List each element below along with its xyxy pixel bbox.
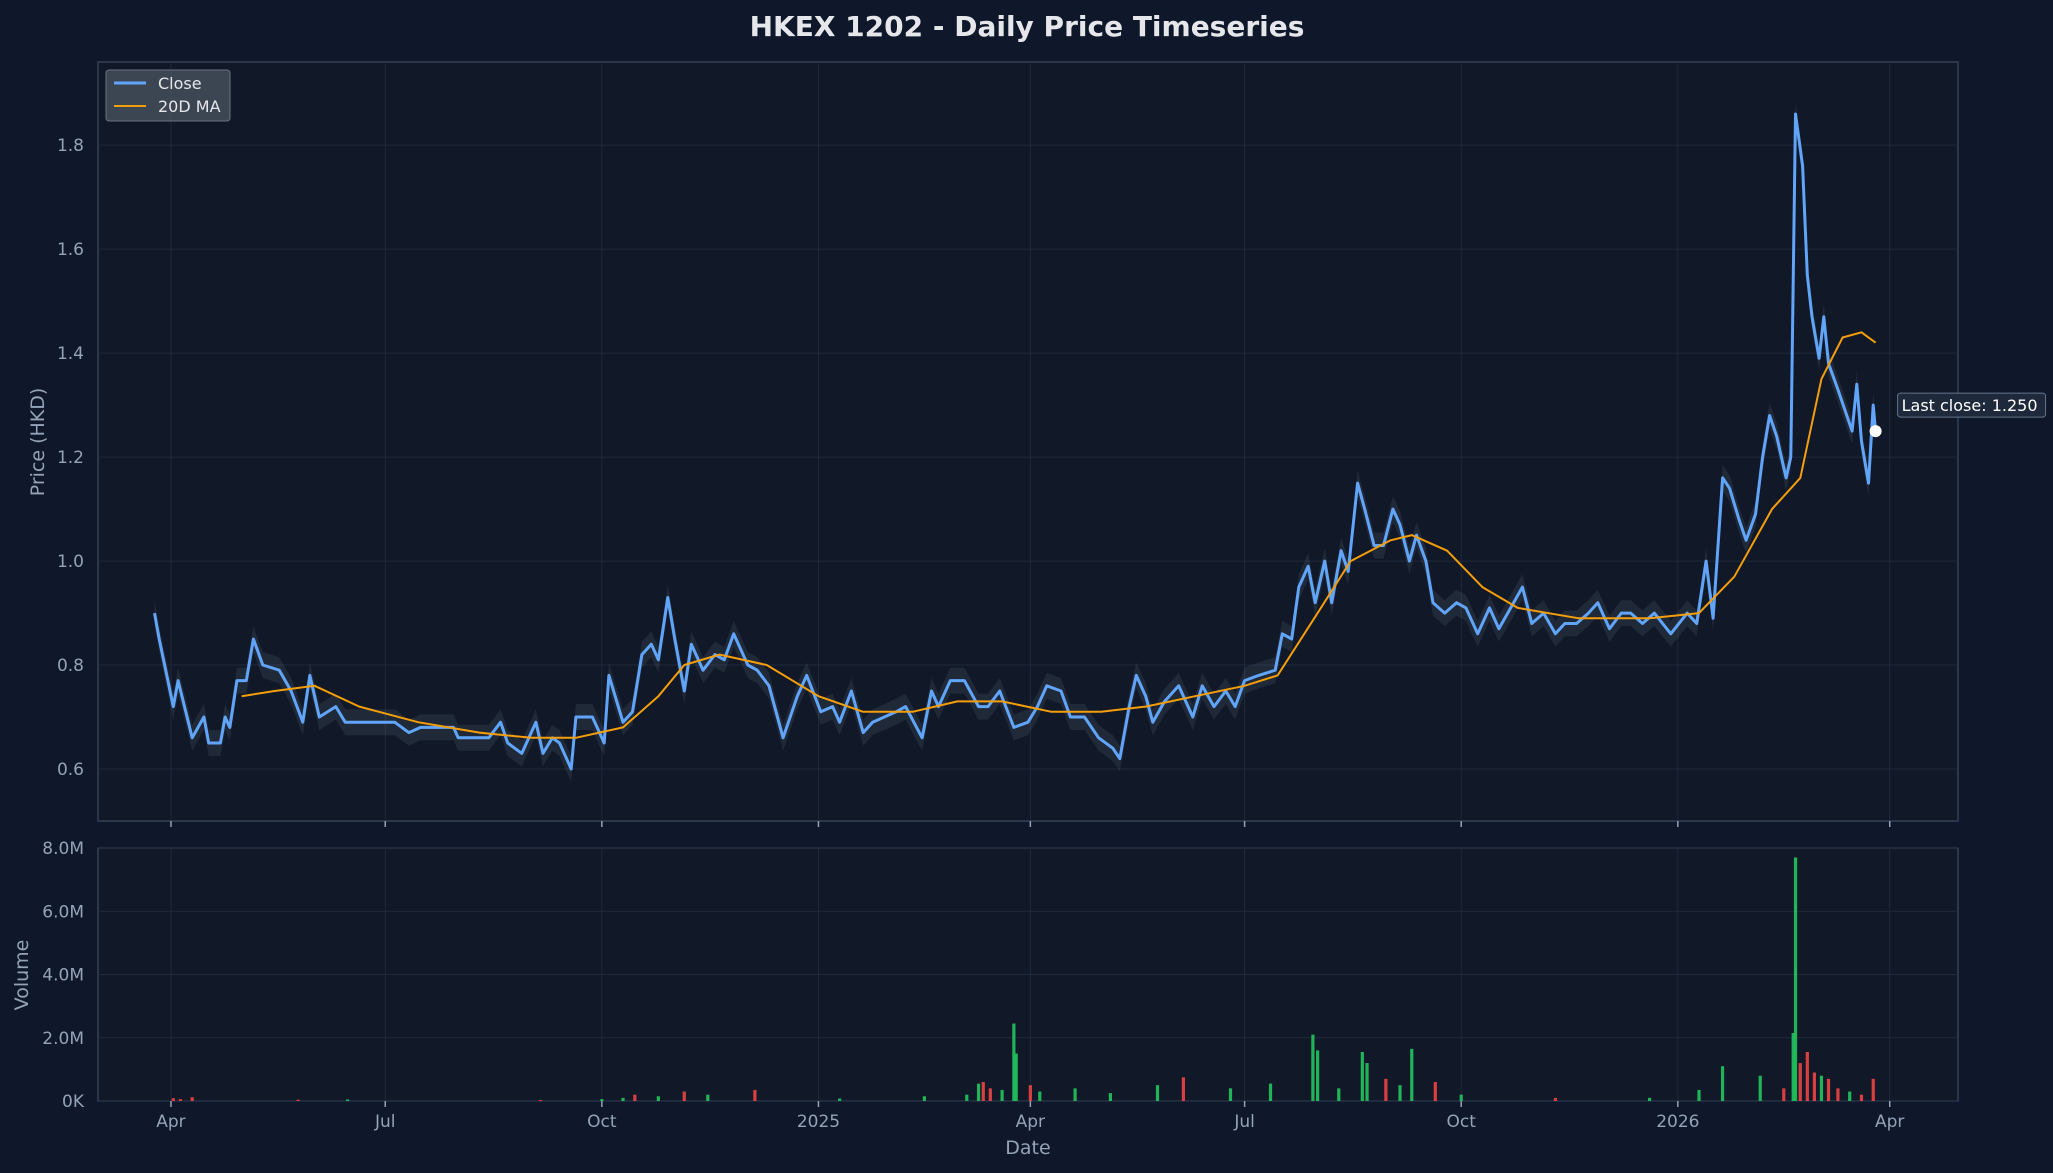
volume-bar bbox=[171, 1098, 175, 1101]
volume-axis-label: Volume bbox=[11, 940, 33, 1011]
grid-lines bbox=[98, 62, 1958, 1102]
price-tick-label: 1.8 bbox=[57, 136, 84, 156]
volume-bar bbox=[1108, 1093, 1113, 1101]
volume-bar bbox=[1228, 1088, 1233, 1101]
last-close-box bbox=[1897, 392, 2047, 418]
volume-bar bbox=[976, 1083, 981, 1101]
volume-bar bbox=[1315, 1050, 1320, 1101]
volume-bar bbox=[1398, 1085, 1402, 1101]
legend-label-ma: 20D MA bbox=[158, 97, 221, 116]
volume-tick-label: 8.0M bbox=[42, 839, 84, 859]
volume-bar bbox=[1073, 1088, 1077, 1101]
last-close-marker bbox=[1869, 425, 1882, 438]
volume-bar bbox=[1311, 1034, 1315, 1101]
price-tick-label: 1.2 bbox=[57, 448, 84, 468]
volume-bar bbox=[1181, 1077, 1185, 1101]
volume-bar bbox=[922, 1096, 927, 1101]
x-tick-label: 2026 bbox=[1656, 1112, 1699, 1132]
legend-label-close: Close bbox=[158, 74, 202, 93]
volume-bar bbox=[1365, 1063, 1369, 1101]
price-lines bbox=[153, 101, 1878, 782]
volume-bar bbox=[1697, 1089, 1701, 1101]
volume-bar bbox=[1000, 1089, 1004, 1101]
x-tick-label: 2025 bbox=[797, 1112, 840, 1132]
x-tick-label: Apr bbox=[1875, 1112, 1904, 1132]
volume-bar bbox=[1155, 1085, 1160, 1101]
volume-bars bbox=[171, 857, 1875, 1101]
x-tick-label: Oct bbox=[587, 1112, 617, 1132]
volume-tick-label: 6.0M bbox=[42, 902, 84, 922]
volume-bar bbox=[682, 1091, 686, 1101]
volume-bar bbox=[1268, 1083, 1273, 1101]
volume-bar bbox=[1859, 1094, 1864, 1101]
volume-bar bbox=[1805, 1051, 1809, 1101]
x-tick-label: Apr bbox=[156, 1112, 185, 1132]
chart-title: HKEX 1202 - Daily Price Timeseries bbox=[750, 10, 1305, 43]
volume-bar bbox=[981, 1082, 985, 1101]
volume-bar bbox=[1826, 1078, 1831, 1101]
volume-bar bbox=[1793, 857, 1798, 1101]
volume-bar bbox=[1871, 1078, 1875, 1101]
volume-bar bbox=[600, 1099, 604, 1101]
price-tick-label: 1.4 bbox=[57, 344, 84, 364]
volume-bar bbox=[1012, 1023, 1016, 1101]
volume-tick-label: 2.0M bbox=[42, 1029, 84, 1049]
volume-bar bbox=[1553, 1097, 1557, 1101]
x-tick-label: Oct bbox=[1447, 1112, 1477, 1132]
volume-bar bbox=[965, 1094, 969, 1101]
volume-bar bbox=[1459, 1094, 1463, 1101]
volume-bar bbox=[1038, 1091, 1042, 1101]
price-panel bbox=[97, 61, 1959, 822]
volume-bar bbox=[1798, 1063, 1802, 1101]
volume-bar bbox=[633, 1094, 637, 1101]
volume-bar bbox=[1028, 1085, 1032, 1101]
x-axis-label: Date bbox=[1005, 1137, 1050, 1159]
volume-bar bbox=[706, 1094, 710, 1101]
last-close-text: Last close: 1.250 bbox=[1902, 396, 2038, 415]
volume-bar bbox=[178, 1099, 183, 1101]
volume-bar bbox=[1647, 1097, 1652, 1101]
volume-bar bbox=[1337, 1088, 1341, 1101]
volume-bar bbox=[656, 1096, 660, 1101]
volume-bar bbox=[1410, 1048, 1414, 1101]
volume-bar bbox=[988, 1088, 992, 1101]
volume-bar bbox=[1433, 1082, 1437, 1101]
volume-bar bbox=[1836, 1088, 1840, 1101]
volume-bar bbox=[1782, 1088, 1786, 1101]
volume-bar bbox=[296, 1099, 300, 1101]
x-tick-label: Apr bbox=[1016, 1112, 1045, 1132]
volume-bar bbox=[1384, 1078, 1388, 1101]
volume-bar bbox=[1014, 1053, 1018, 1101]
volume-bar bbox=[1819, 1075, 1824, 1101]
volume-bar bbox=[1848, 1091, 1852, 1101]
volume-bar bbox=[753, 1089, 757, 1101]
price-axis-label: Price (HKD) bbox=[27, 388, 49, 497]
ma-series-line bbox=[241, 331, 1877, 739]
price-tick-label: 1.0 bbox=[57, 552, 84, 572]
volume-bar bbox=[1758, 1075, 1762, 1101]
volume-bar bbox=[190, 1097, 194, 1101]
volume-bar bbox=[838, 1098, 842, 1101]
legend: Close 20D MA bbox=[105, 69, 231, 122]
x-tick-label: Jul bbox=[1233, 1112, 1255, 1132]
volume-bar bbox=[621, 1097, 625, 1101]
volume-bar bbox=[1360, 1051, 1364, 1101]
volume-tick-label: 4.0M bbox=[42, 966, 84, 986]
last-close-annotation: Last close: 1.250 bbox=[1869, 392, 2047, 438]
volume-tick-label: 0K bbox=[62, 1092, 85, 1112]
price-tick-label: 1.6 bbox=[57, 240, 84, 260]
volume-bar bbox=[539, 1100, 543, 1101]
volume-bar bbox=[1720, 1066, 1725, 1101]
price-tick-label: 0.6 bbox=[57, 760, 84, 780]
price-tick-label: 0.8 bbox=[57, 656, 84, 676]
axis-ticks: 0.6 0.8 1.0 1.2 1.4 1.6 1.8 0K 2.0M 4.0M 6.0M 8.0M A… bbox=[42, 136, 1904, 1132]
volume-bar bbox=[345, 1099, 350, 1101]
x-tick-label: Jul bbox=[374, 1112, 396, 1132]
volume-bar bbox=[1791, 1033, 1795, 1101]
volume-bar bbox=[1812, 1072, 1816, 1101]
